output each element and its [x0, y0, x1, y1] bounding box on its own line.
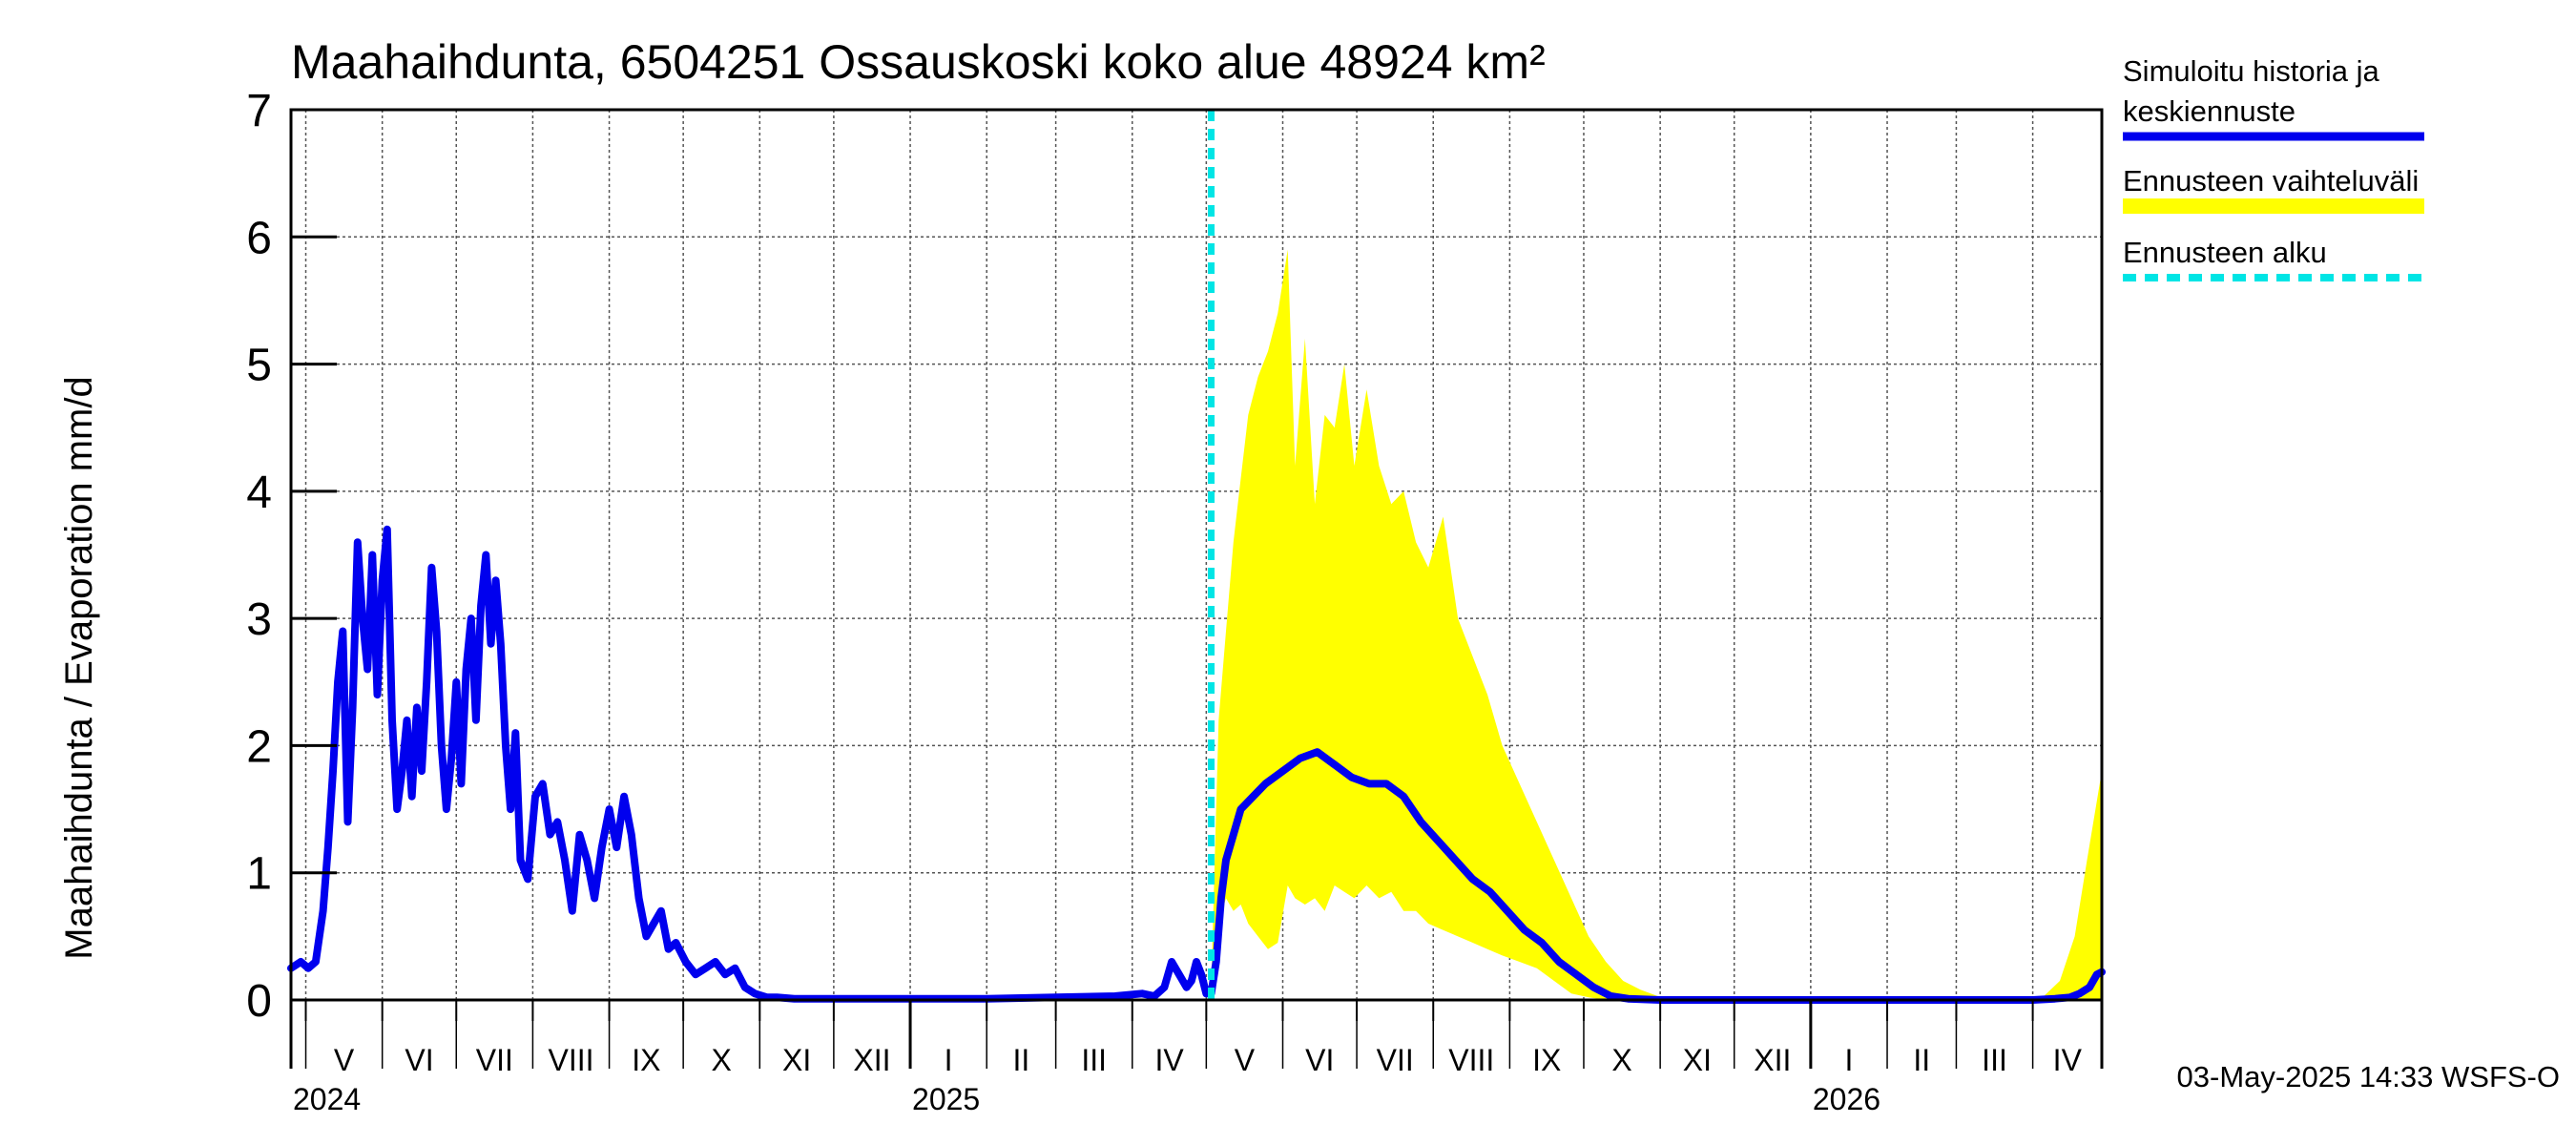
month-label: VIII	[548, 1043, 593, 1077]
month-label: IX	[1532, 1043, 1561, 1077]
simulated-mean-line	[287, 525, 2106, 1004]
month-label: IX	[632, 1043, 660, 1077]
month-label: X	[712, 1043, 732, 1077]
y-tick-label: 4	[246, 468, 272, 518]
y-tick-label: 5	[246, 341, 272, 391]
legend: Simuloitu historia ja keskiennuste Ennus…	[2123, 54, 2424, 281]
y-tick-label: 1	[246, 849, 272, 900]
y-axis-label: Maahaihdunta / Evaporation mm/d	[58, 376, 100, 959]
month-label: V	[334, 1043, 355, 1077]
month-label: II	[1013, 1043, 1030, 1077]
legend-simulated-label-1: Simuloitu historia ja	[2123, 54, 2380, 88]
year-label: 2025	[912, 1082, 980, 1116]
month-label: VI	[1305, 1043, 1334, 1077]
year-label: 2024	[293, 1082, 361, 1116]
month-label: II	[1913, 1043, 1930, 1077]
mean-line-layer	[287, 525, 2106, 1004]
x-tick-labels: V VI VII VIII IX X XI XII I II III IV V VI VII VIII IX X X…	[293, 1043, 2083, 1116]
month-label: XI	[782, 1043, 811, 1077]
month-label: VI	[405, 1043, 433, 1077]
y-tick-label: 6	[246, 213, 272, 263]
month-label: III	[1081, 1043, 1107, 1077]
month-label: I	[945, 1043, 953, 1077]
month-label: X	[1611, 1043, 1631, 1077]
month-label: V	[1235, 1043, 1256, 1077]
month-label: XI	[1683, 1043, 1712, 1077]
timestamp: 03-May-2025 14:33 WSFS-O	[2177, 1060, 2560, 1093]
year-label: 2026	[1813, 1082, 1880, 1116]
month-label: XII	[853, 1043, 890, 1077]
chart-title: Maahaihdunta, 6504251 Ossauskoski koko a…	[291, 35, 1546, 89]
month-label: XII	[1754, 1043, 1791, 1077]
month-label: VII	[476, 1043, 513, 1077]
month-label: IV	[1154, 1043, 1184, 1077]
y-tick-label: 0	[246, 976, 272, 1027]
legend-start-label: Ennusteen alku	[2123, 236, 2327, 269]
month-label: VII	[1377, 1043, 1414, 1077]
axes	[289, 108, 2104, 1069]
month-label: III	[1982, 1043, 2007, 1077]
month-label: VIII	[1448, 1043, 1494, 1077]
forecast-range-band-layer	[1211, 249, 2102, 1001]
legend-range-label: Ennusteen vaihteluväli	[2123, 164, 2419, 198]
y-tick-label: 2	[246, 721, 272, 772]
month-label: IV	[2053, 1043, 2083, 1077]
legend-simulated-label-2: keskiennuste	[2123, 94, 2296, 128]
y-tick-labels: 0 1 2 3 4 5 6 7	[246, 86, 272, 1027]
forecast-range-band	[1211, 249, 2102, 1001]
month-label: I	[1845, 1043, 1854, 1077]
y-tick-label: 7	[246, 86, 272, 136]
y-tick-label: 3	[246, 594, 272, 645]
plot-frame	[289, 108, 2104, 1002]
